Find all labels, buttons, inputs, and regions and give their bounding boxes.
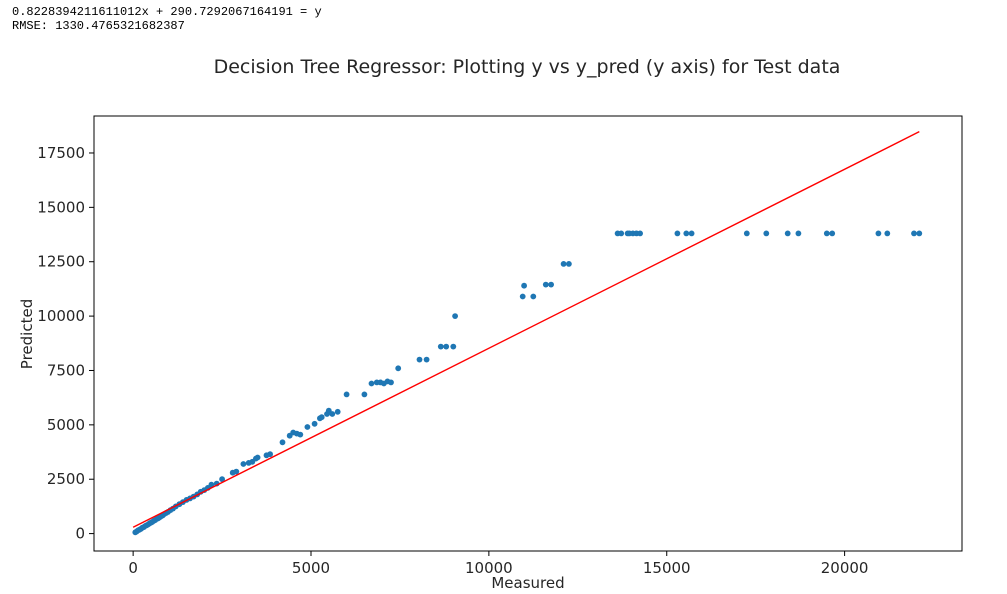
y-tick-label: 2500: [47, 470, 85, 488]
scatter-point: [267, 451, 273, 458]
y-tick-label: 5000: [47, 416, 85, 434]
x-axis: 0 5000 10000 15000 20000: [128, 551, 868, 577]
scatter-point: [916, 230, 923, 237]
scatter-point: [743, 230, 750, 237]
fit-line: [132, 131, 920, 528]
scatter-point: [829, 230, 836, 237]
x-tick-label: 20000: [821, 559, 869, 577]
scatter-point: [233, 468, 240, 475]
scatter-point: [361, 391, 368, 398]
y-tick-label: 15000: [37, 198, 85, 216]
y-axis: 0 2500 5000 7500 10000 12500 15000 17500: [37, 144, 94, 543]
y-tick-label: 0: [75, 525, 85, 543]
scatter-point: [683, 230, 690, 237]
scatter-point: [884, 230, 891, 237]
y-axis-label: Predicted: [18, 299, 36, 369]
scatter-point: [443, 343, 450, 350]
x-tick-label: 10000: [465, 559, 513, 577]
scatter-point: [795, 230, 802, 237]
scatter-point: [452, 313, 458, 319]
x-tick-label: 0: [128, 559, 138, 577]
y-tick-label: 7500: [47, 361, 85, 379]
y-tick-label: 17500: [37, 144, 85, 162]
scatter-point: [566, 261, 572, 267]
plot-area: [132, 131, 923, 536]
scatter-point: [911, 230, 917, 237]
scatter-point: [297, 431, 304, 438]
chart-title: Decision Tree Regressor: Plotting y vs y…: [214, 56, 841, 78]
scatter-point: [240, 461, 247, 467]
scatter-point: [329, 411, 336, 417]
scatter-point: [368, 380, 375, 387]
scatter-point: [388, 379, 394, 386]
y-tick-label: 12500: [37, 253, 85, 271]
scatter-point: [219, 476, 226, 483]
scatter-point: [823, 230, 830, 237]
y-tick-label: 10000: [37, 307, 85, 325]
x-tick-label: 5000: [292, 559, 330, 577]
regression-equation: 0.8228394211611012x + 290.7292067164191 …: [12, 5, 322, 19]
scatter-point: [618, 230, 625, 237]
x-tick-label: 15000: [643, 559, 691, 577]
scatter-point: [560, 261, 567, 267]
scatter-point: [519, 293, 526, 300]
scatter-point: [416, 356, 423, 363]
scatter-point: [304, 424, 311, 430]
scatter-point: [521, 282, 527, 289]
scatter-point: [637, 230, 643, 237]
scatter-point: [334, 408, 341, 415]
scatter-point: [437, 343, 444, 350]
scatter-point: [542, 281, 549, 288]
scatter-point: [208, 481, 215, 488]
scatter-point: [343, 391, 350, 398]
scatter-point: [311, 420, 318, 427]
scatter-point: [530, 293, 537, 300]
x-axis-label: Measured: [491, 574, 564, 592]
scatter-point: [395, 365, 402, 372]
scatter-point: [450, 343, 457, 350]
scatter-point: [279, 439, 286, 446]
scatter-point: [688, 230, 695, 237]
scatter-point: [875, 230, 882, 237]
rmse-text: RMSE: 1330.4765321682387: [12, 19, 185, 33]
scatter-point: [318, 414, 325, 421]
scatter-point: [763, 230, 770, 237]
scatter-point: [674, 230, 681, 237]
scatter-point: [548, 281, 554, 288]
scatter-point: [423, 356, 430, 363]
console-output: 0.8228394211611012x + 290.7292067164191 …: [12, 5, 322, 33]
scatter-point: [254, 454, 261, 461]
scatter-point: [784, 230, 791, 237]
axes-frame: [93, 115, 963, 552]
